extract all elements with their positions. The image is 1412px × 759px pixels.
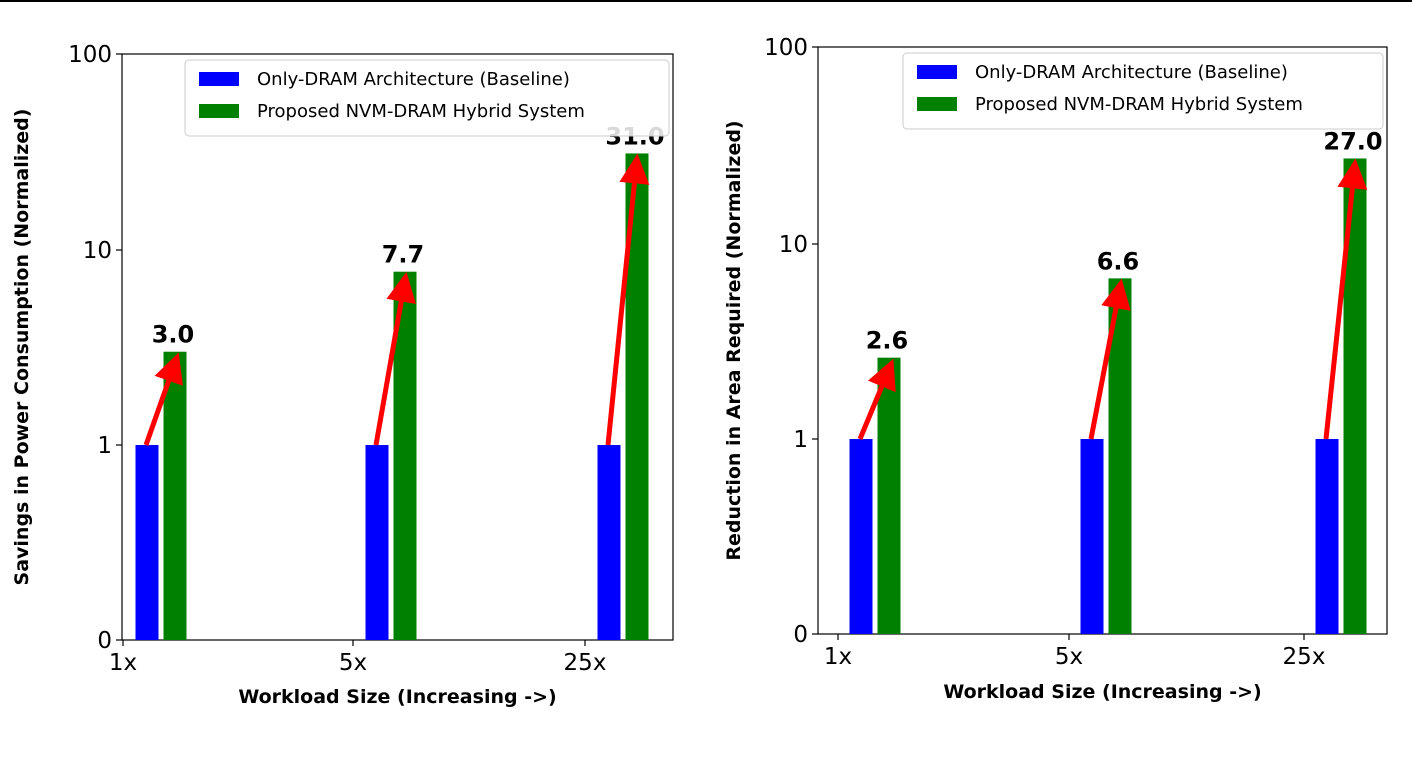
legend-swatch bbox=[199, 104, 239, 118]
data-label-1x: 2.6 bbox=[866, 327, 909, 355]
legend-swatch bbox=[199, 72, 239, 86]
y-axis-label: Savings in Power Consumption (Normalized… bbox=[11, 109, 33, 586]
arrow-1x bbox=[143, 352, 183, 446]
data-label-1x: 3.0 bbox=[152, 321, 195, 349]
legend-swatch bbox=[917, 97, 957, 111]
bar-hybrid-1x bbox=[877, 357, 901, 634]
legend-entry-baseline: Only-DRAM Architecture (Baseline) bbox=[257, 69, 570, 90]
arrow-5x bbox=[373, 271, 417, 446]
data-label-25x: 27.0 bbox=[1323, 127, 1382, 155]
y-tick-label: 100 bbox=[764, 35, 808, 61]
arrow-25x bbox=[1323, 158, 1368, 440]
y-tick-label: 10 bbox=[779, 232, 808, 258]
legend-entry-hybrid: Proposed NVM-DRAM Hybrid System bbox=[975, 94, 1303, 115]
arrow-1x bbox=[857, 358, 896, 440]
bar-baseline-25x bbox=[1315, 439, 1339, 634]
y-tick-label: 0 bbox=[793, 622, 808, 648]
y-tick-label: 0 bbox=[97, 628, 112, 654]
legend: Only-DRAM Architecture (Baseline) Propose… bbox=[184, 59, 670, 137]
bar-baseline-1x bbox=[849, 439, 873, 634]
arrow-5x bbox=[1088, 278, 1131, 440]
y-axis-label: Reduction in Area Required (Normalized) bbox=[723, 120, 745, 560]
x-tick-label-1x: 1x bbox=[109, 650, 137, 676]
bar-hybrid-5x bbox=[1108, 278, 1132, 634]
x-axis-label: Workload Size (Increasing ->) bbox=[238, 686, 556, 708]
legend-entry-baseline: Only-DRAM Architecture (Baseline) bbox=[975, 62, 1288, 83]
y-tick-label: 100 bbox=[68, 42, 112, 68]
legend-box bbox=[902, 52, 1384, 130]
bar-baseline-25x bbox=[597, 445, 621, 640]
legend-box bbox=[184, 59, 670, 137]
top-border bbox=[0, 0, 1412, 2]
bar-hybrid-25x bbox=[625, 153, 649, 640]
data-label-5x: 7.7 bbox=[382, 241, 425, 269]
x-tick-label-5x: 5x bbox=[1055, 644, 1083, 670]
bar-baseline-5x bbox=[365, 445, 389, 640]
legend-entry-hybrid: Proposed NVM-DRAM Hybrid System bbox=[257, 101, 585, 122]
x-tick-label-5x: 5x bbox=[339, 650, 367, 676]
x-tick-label-1x: 1x bbox=[824, 644, 852, 670]
bar-hybrid-1x bbox=[163, 351, 187, 640]
legend-swatch bbox=[917, 65, 957, 79]
x-tick-label-25x: 25x bbox=[1283, 644, 1326, 670]
legend: Only-DRAM Architecture (Baseline) Propose… bbox=[902, 52, 1384, 130]
bar-baseline-5x bbox=[1080, 439, 1104, 634]
bar-hybrid-5x bbox=[393, 271, 417, 640]
y-tick-label: 10 bbox=[83, 238, 112, 264]
bar-baseline-1x bbox=[135, 445, 159, 640]
data-label-5x: 6.6 bbox=[1097, 247, 1140, 275]
y-tick-label: 1 bbox=[793, 427, 808, 453]
bar-hybrid-25x bbox=[1343, 158, 1367, 634]
arrow-25x bbox=[605, 153, 650, 446]
y-tick-label: 1 bbox=[97, 433, 112, 459]
x-axis-label: Workload Size (Increasing ->) bbox=[943, 681, 1261, 703]
x-tick-label-25x: 25x bbox=[564, 650, 607, 676]
